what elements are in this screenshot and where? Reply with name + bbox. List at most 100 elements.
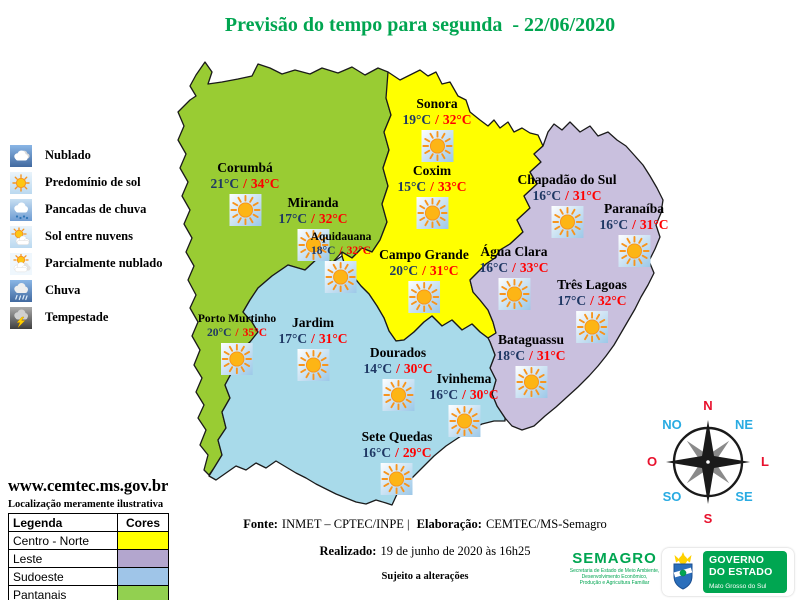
temp-min: 17°C bbox=[278, 211, 308, 227]
cloud-shape bbox=[14, 309, 28, 319]
temp-max: 31°C bbox=[639, 217, 669, 233]
lightning-shape bbox=[16, 316, 26, 328]
temp-min: 16°C bbox=[362, 445, 392, 461]
city-temps: 20°C/35°C bbox=[198, 327, 276, 341]
cloudy-icon bbox=[10, 144, 32, 167]
temp-min: 16°C bbox=[429, 387, 459, 403]
city-name: Bataguassu bbox=[497, 332, 565, 347]
semagro-logo: SEMAGRO Secretaria de Estado de Meio Amb… bbox=[562, 550, 667, 587]
city-name: Paranaíba bbox=[603, 201, 665, 216]
temp-max: 32°C bbox=[318, 211, 348, 227]
cloud-shape bbox=[14, 150, 28, 160]
temp-max: 31°C bbox=[429, 263, 459, 279]
temp-max: 31°C bbox=[318, 331, 348, 347]
sun-icon bbox=[381, 463, 413, 495]
cloud-shape bbox=[14, 282, 28, 293]
legend-row-swatch bbox=[117, 531, 169, 550]
legend-table-row: Sudoeste bbox=[8, 567, 169, 586]
temp-separator: / bbox=[235, 326, 239, 339]
temp-max: 30°C bbox=[403, 361, 433, 377]
governo-do-estado-logo: GOVERNO DO ESTADO Mato Grosso do Sul bbox=[662, 548, 794, 596]
legend-table-row: Centro - Norte bbox=[8, 531, 169, 550]
city-name: Dourados bbox=[369, 345, 427, 360]
legend-header: Legenda bbox=[8, 513, 118, 532]
city-name: Coxim bbox=[412, 163, 452, 178]
sun-icon bbox=[221, 343, 253, 375]
temp-max: 32°C bbox=[597, 293, 627, 309]
governo-line1: GOVERNO bbox=[709, 554, 765, 566]
city-marker-campo-grande: Campo Grande 20°C/31°C bbox=[379, 247, 469, 319]
temp-min: 17°C bbox=[278, 331, 308, 347]
source-text: INMET – CPTEC/INPE | bbox=[281, 517, 410, 531]
legend-item-label: Tempestade bbox=[45, 310, 109, 324]
city-marker-sonora: Sonora 19°C/32°C bbox=[402, 96, 472, 168]
legend-item-sol-entre-nuvens: Sol entre nuvens bbox=[10, 223, 162, 250]
temp-min: 21°C bbox=[210, 176, 240, 192]
semagro-subtitle-line: Secretaria de Estado de Meio Ambiente, bbox=[569, 567, 660, 574]
governo-line3: Mato Grosso do Sul bbox=[709, 583, 767, 591]
legend-row-swatch bbox=[117, 567, 169, 586]
compass-label-se: SE bbox=[735, 489, 753, 504]
generated-text: 19 de junho de 2020 às 16h25 bbox=[380, 544, 531, 558]
legend-item-tempestade: Tempestade bbox=[10, 304, 162, 331]
city-marker-chapadao-do-sul: Chapadão do Sul 16°C/31°C bbox=[517, 172, 617, 244]
city-name: Água Clara bbox=[480, 244, 548, 259]
sun-icon bbox=[416, 197, 448, 229]
temp-min: 16°C bbox=[532, 188, 562, 204]
semagro-logo-subtitle: Secretaria de Estado de Meio Ambiente, D… bbox=[562, 568, 667, 587]
temp-max: 29°C bbox=[402, 445, 432, 461]
sun-icon bbox=[408, 281, 440, 313]
rain-showers-icon bbox=[10, 198, 32, 221]
city-name: Miranda bbox=[287, 195, 339, 210]
cloud-shape bbox=[15, 235, 30, 245]
legend-item-chuva: Chuva bbox=[10, 277, 162, 304]
cloud-shape bbox=[13, 261, 28, 272]
temp-separator: / bbox=[339, 244, 343, 257]
city-name: Corumbá bbox=[217, 160, 273, 175]
sun-icon bbox=[515, 366, 547, 398]
sun-icon bbox=[498, 278, 530, 310]
compass-label-so: SO bbox=[663, 489, 682, 504]
temp-separator: / bbox=[430, 179, 434, 195]
semagro-subtitle-line: Desenvolvimento Econômico, bbox=[581, 573, 648, 580]
temp-separator: / bbox=[565, 188, 569, 204]
temp-separator: / bbox=[512, 260, 516, 276]
city-temps: 16°C/30°C bbox=[429, 387, 498, 403]
city-temps: 19°C/32°C bbox=[402, 112, 471, 128]
city-temps: 16°C/29°C bbox=[362, 445, 433, 461]
generated-label: Realizado: bbox=[319, 544, 377, 558]
sun-shape bbox=[12, 173, 30, 192]
city-temps: 16°C/31°C bbox=[517, 188, 616, 204]
legend-item-pancadas-de-chuva: Pancadas de chuva bbox=[10, 196, 162, 223]
city-marker-dourados: Dourados 14°C/30°C bbox=[363, 345, 433, 417]
temp-max: 32°C bbox=[442, 112, 472, 128]
city-temps: 17°C/32°C bbox=[278, 211, 347, 227]
city-marker-miranda: Miranda 17°C/32°C bbox=[278, 195, 348, 267]
city-marker-paranaiba: Paranaíba 16°C/31°C bbox=[599, 201, 669, 273]
city-marker-porto-murtinho: Porto Murtinho 20°C/35°C bbox=[198, 313, 276, 380]
temp-separator: / bbox=[632, 217, 636, 233]
legend-item-predominio-de-sol: Predomínio de sol bbox=[10, 169, 162, 196]
sun-between-clouds-icon bbox=[10, 225, 32, 248]
city-temps: 18°C/32°C bbox=[311, 245, 372, 259]
legend-row-label: Leste bbox=[8, 549, 118, 568]
temp-min: 20°C bbox=[206, 326, 232, 339]
legend-item-nublado: Nublado bbox=[10, 142, 162, 169]
source-label: Fonte: bbox=[243, 517, 278, 531]
sun-icon bbox=[551, 206, 583, 238]
site-url-link[interactable]: www.cemtec.ms.gov.br bbox=[8, 476, 169, 495]
city-name: Campo Grande bbox=[379, 247, 469, 262]
city-temps: 17°C/31°C bbox=[278, 331, 347, 347]
city-name: Três Lagoas bbox=[557, 277, 627, 292]
compass-rose: N NE L SE S SO O NO bbox=[647, 398, 769, 526]
temp-min: 18°C bbox=[310, 244, 336, 257]
city-temps: 21°C/34°C bbox=[210, 176, 279, 192]
temp-max: 31°C bbox=[536, 348, 566, 364]
city-marker-coxim: Coxim 15°C/33°C bbox=[397, 163, 467, 235]
temp-separator: / bbox=[529, 348, 533, 364]
temp-separator: / bbox=[462, 387, 466, 403]
temp-min: 14°C bbox=[363, 361, 393, 377]
footer-disclaimer: Sujeito a alterações bbox=[381, 571, 469, 582]
city-marker-aquidauana: Aquidauana 18°C/32°C bbox=[311, 231, 372, 298]
compass-label-ne: NE bbox=[735, 417, 753, 432]
